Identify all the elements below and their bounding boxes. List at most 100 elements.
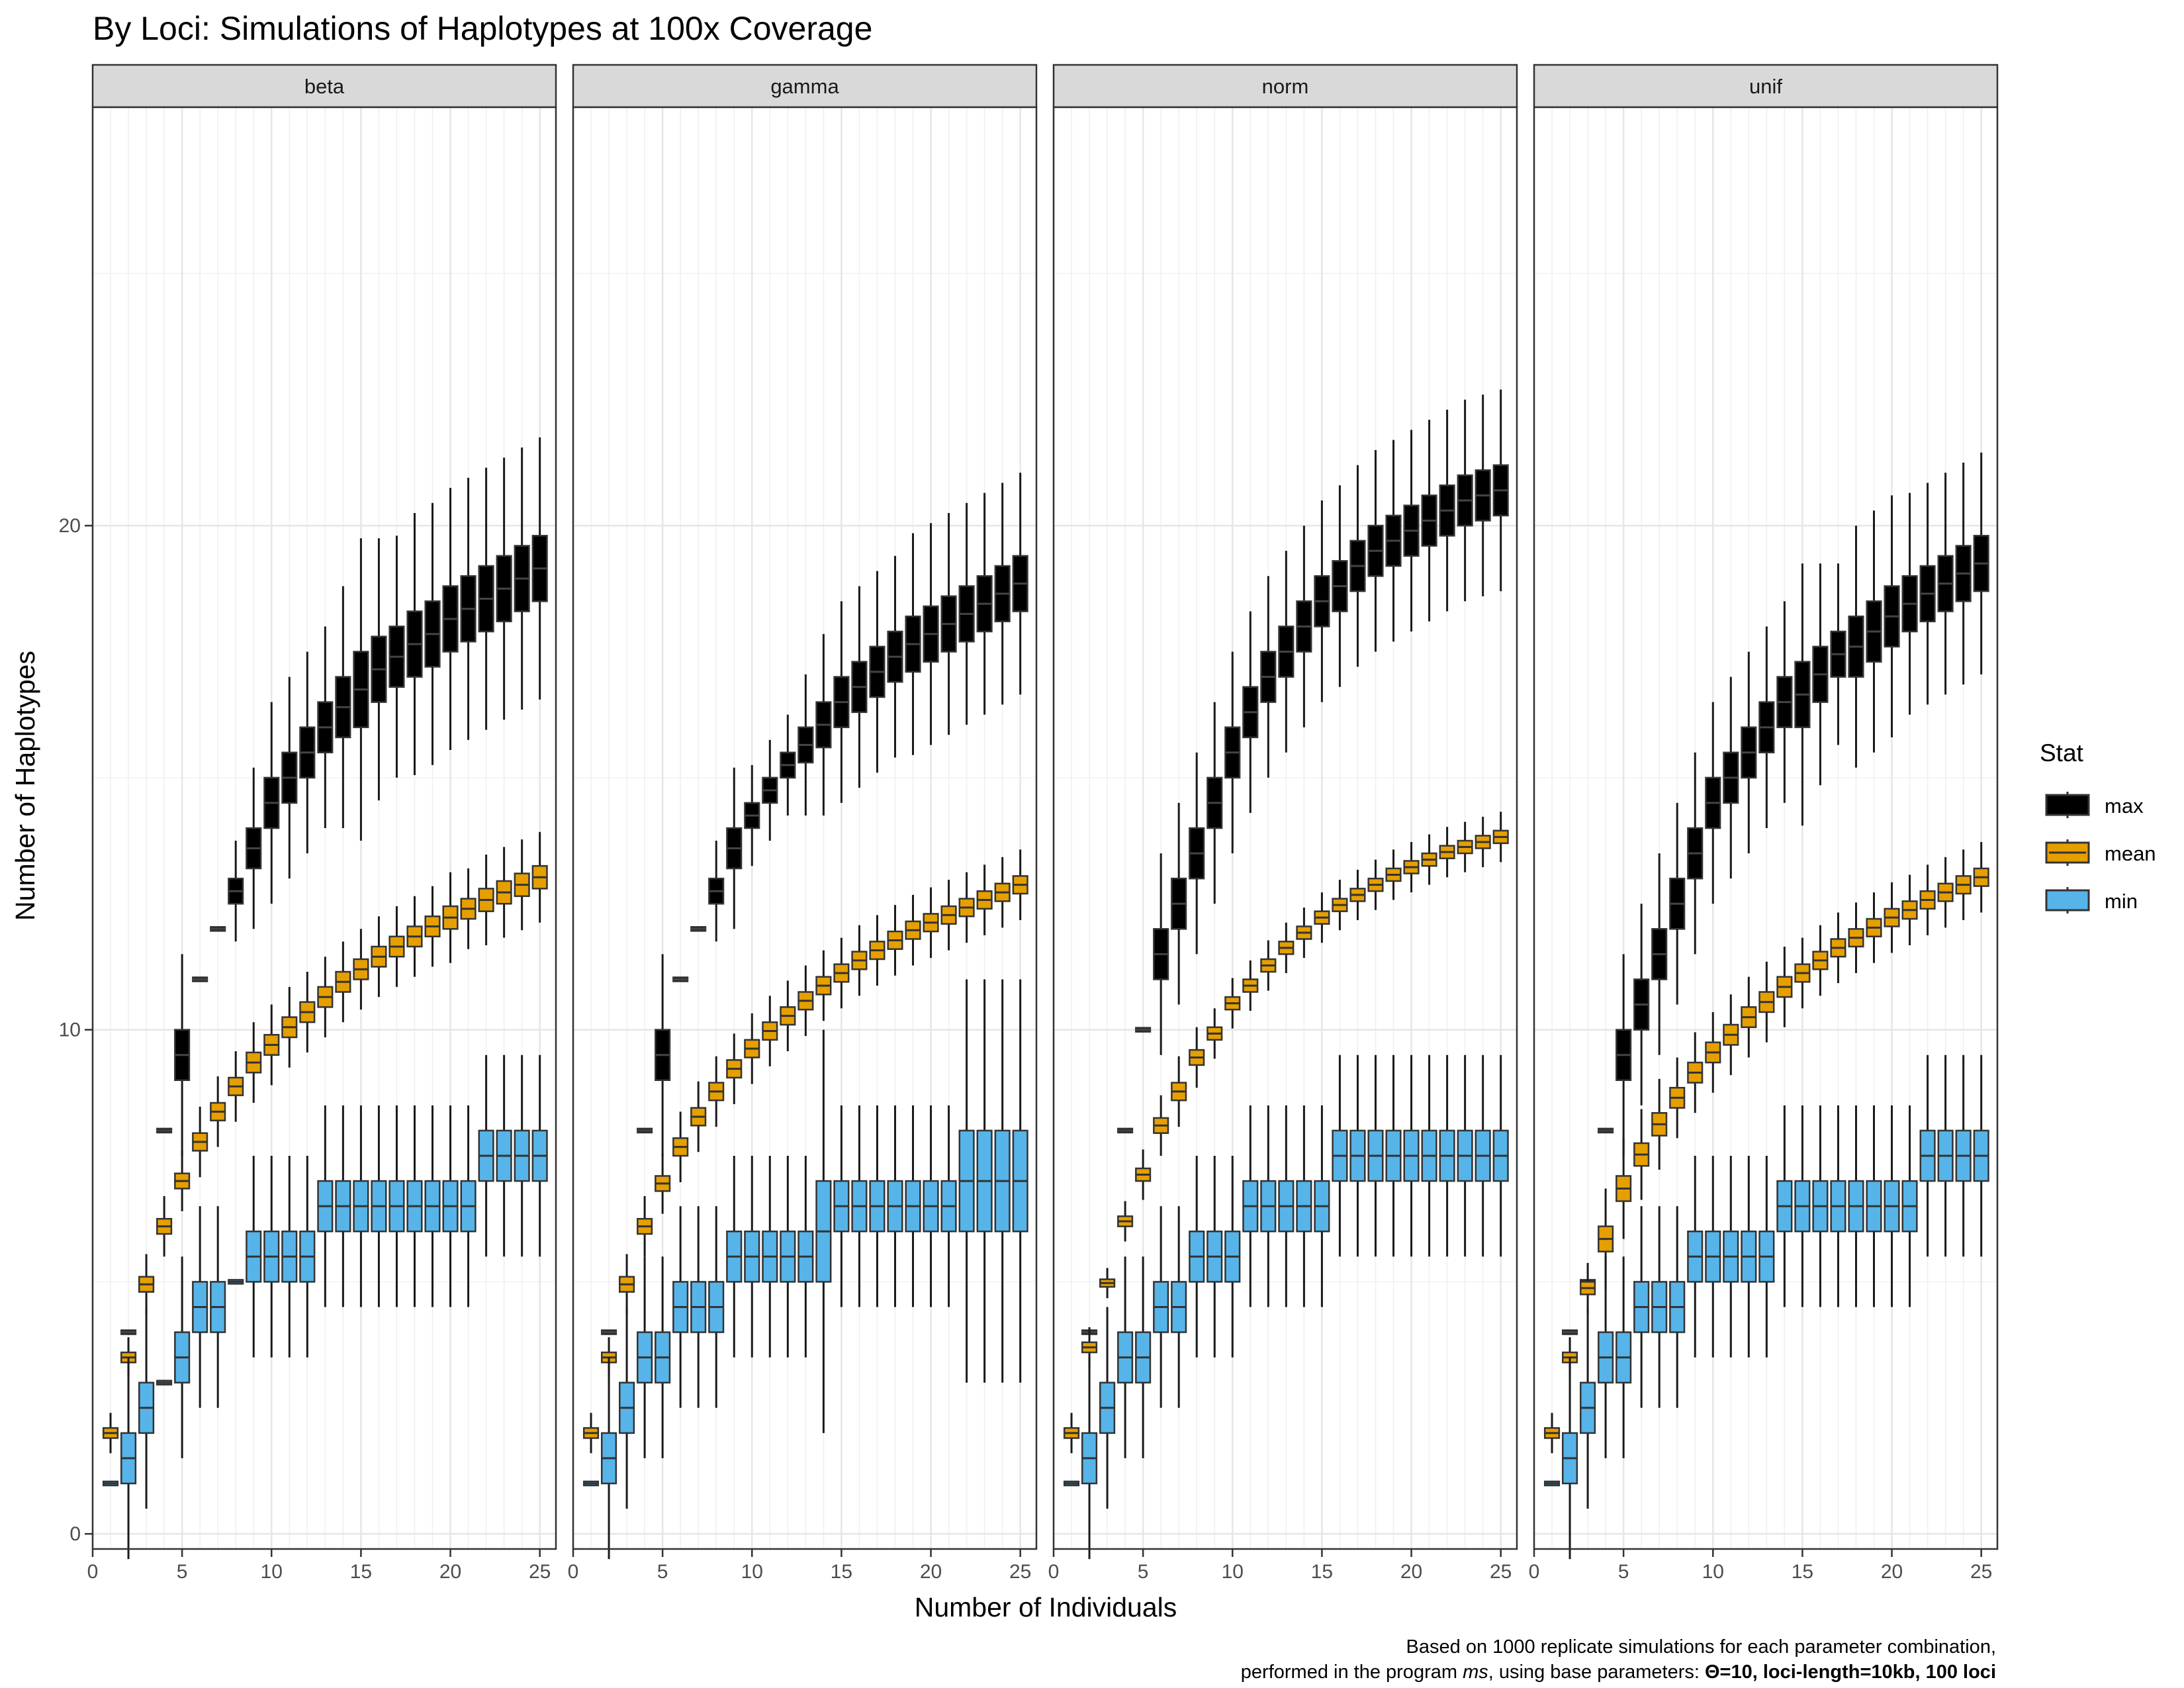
box-max-n21 <box>1421 420 1437 622</box>
box-max-n21 <box>1901 492 1918 715</box>
box-mean-n14 <box>335 941 351 1023</box>
box-min-n9 <box>246 1156 262 1358</box>
legend-key-mean <box>2045 839 2090 866</box>
box-min-n11 <box>762 1156 778 1358</box>
box-mean-n21 <box>940 880 957 951</box>
box-max-n17 <box>1349 465 1366 667</box>
box-min-n11 <box>1723 1156 1739 1358</box>
box-mean-n19 <box>1866 892 1882 963</box>
box-mean-n8 <box>1189 1027 1205 1088</box>
box-max-n10 <box>1224 651 1241 854</box>
series-mean-beta <box>102 831 548 1454</box>
box-mean-n24 <box>994 857 1011 928</box>
box-mean-n1 <box>1063 1413 1080 1454</box>
box-max-n2 <box>120 1329 137 1335</box>
box-min-n23 <box>496 1055 512 1257</box>
box-max-n8 <box>1189 752 1205 955</box>
box-max-n10 <box>263 702 280 904</box>
panel-border <box>1533 106 1999 1550</box>
box-min-n19 <box>905 1105 921 1307</box>
box-max-n11 <box>1242 611 1259 814</box>
box-min-n13 <box>317 1105 334 1307</box>
box-mean-n9 <box>1687 1032 1704 1113</box>
caption-parameters: Θ=10, loci-length=10kb, 100 loci <box>1705 1662 1996 1683</box>
box-mean-n12 <box>1260 940 1277 991</box>
panel-border <box>1052 106 1518 1550</box>
box-mean-n24 <box>1955 849 1972 920</box>
box-max-n4 <box>1117 1127 1134 1134</box>
box-max-n9 <box>726 767 743 929</box>
x-tick-label: 0 <box>87 1561 99 1583</box>
box-min-n4 <box>637 1256 653 1458</box>
box-min-n7 <box>1651 1206 1668 1408</box>
box-min-n10 <box>1224 1156 1241 1358</box>
box-max-n9 <box>246 767 262 929</box>
x-tick-label: 0 <box>1048 1561 1060 1583</box>
box-min-n3 <box>619 1307 635 1509</box>
box-min-n14 <box>815 1029 832 1433</box>
box-max-n22 <box>1919 483 1936 705</box>
box-max-n10 <box>744 765 760 867</box>
box-min-n24 <box>994 979 1011 1383</box>
legend-swatch-min <box>2045 889 2090 912</box>
box-mean-n14 <box>1776 946 1793 1027</box>
box-mean-n22 <box>1919 865 1936 935</box>
box-max-n20 <box>442 487 459 750</box>
box-min-n23 <box>976 979 993 1383</box>
box-mean-n6 <box>192 1106 208 1178</box>
box-min-n1 <box>102 1480 119 1487</box>
box-mean-n20 <box>1403 841 1420 893</box>
x-tick-label: 10 <box>741 1561 763 1583</box>
box-min-n19 <box>424 1105 441 1307</box>
box-mean-n17 <box>1830 912 1846 984</box>
box-mean-n16 <box>1812 925 1829 996</box>
box-max-n13 <box>1758 626 1775 828</box>
box-mean-n18 <box>1848 902 1864 973</box>
chart-title: By Loci: Simulations of Haplotypes at 10… <box>93 10 872 47</box>
box-max-n13 <box>797 674 814 816</box>
facet-strip-label-beta: beta <box>304 75 345 98</box>
box-mean-n11 <box>281 986 298 1068</box>
box-max-n14 <box>335 586 351 828</box>
box-mean-n14 <box>1296 907 1312 959</box>
legend-key-max <box>2045 792 2090 818</box>
box-min-n5 <box>1135 1256 1152 1458</box>
box-min-n2 <box>120 1357 137 1560</box>
box-max-n15 <box>353 538 369 841</box>
box-max-n5 <box>1135 1027 1152 1033</box>
box-max-n7 <box>690 926 707 932</box>
box-min-n10 <box>263 1156 280 1358</box>
panel-border <box>91 106 557 1550</box>
box-min-n5 <box>655 1256 671 1458</box>
series-mean-gamma <box>582 849 1028 1454</box>
box-mean-n11 <box>1242 960 1259 1011</box>
box-max-n25 <box>1012 473 1028 695</box>
x-tick-label: 20 <box>439 1561 461 1583</box>
box-max-n15 <box>833 601 850 803</box>
box-mean-n1 <box>102 1413 119 1454</box>
x-axis-title: Number of Individuals <box>915 1592 1177 1622</box>
box-mean-n17 <box>869 915 886 986</box>
box-mean-n1 <box>582 1413 600 1454</box>
box-mean-n12 <box>1741 976 1757 1058</box>
legend-swatch-max <box>2045 794 2090 816</box>
box-min-n11 <box>281 1156 298 1358</box>
box-min-n7 <box>1171 1206 1187 1408</box>
box-max-n6 <box>192 976 208 982</box>
box-min-n8 <box>1669 1206 1686 1408</box>
box-max-n8 <box>708 841 725 942</box>
series-min-unif <box>1543 1055 1989 1560</box>
box-mean-n8 <box>1669 1057 1686 1139</box>
box-mean-n9 <box>246 1022 262 1103</box>
box-min-n3 <box>138 1307 155 1509</box>
box-mean-n6 <box>1633 1109 1650 1200</box>
box-mean-n15 <box>1794 937 1811 1009</box>
box-mean-n1 <box>1543 1413 1561 1454</box>
box-min-n5 <box>1615 1256 1632 1458</box>
box-min-n14 <box>1296 1105 1312 1307</box>
box-min-n5 <box>174 1256 191 1458</box>
box-min-n19 <box>1866 1105 1882 1307</box>
box-min-n9 <box>1206 1156 1223 1358</box>
box-mean-n20 <box>1884 882 1900 953</box>
box-mean-n25 <box>1012 849 1028 920</box>
